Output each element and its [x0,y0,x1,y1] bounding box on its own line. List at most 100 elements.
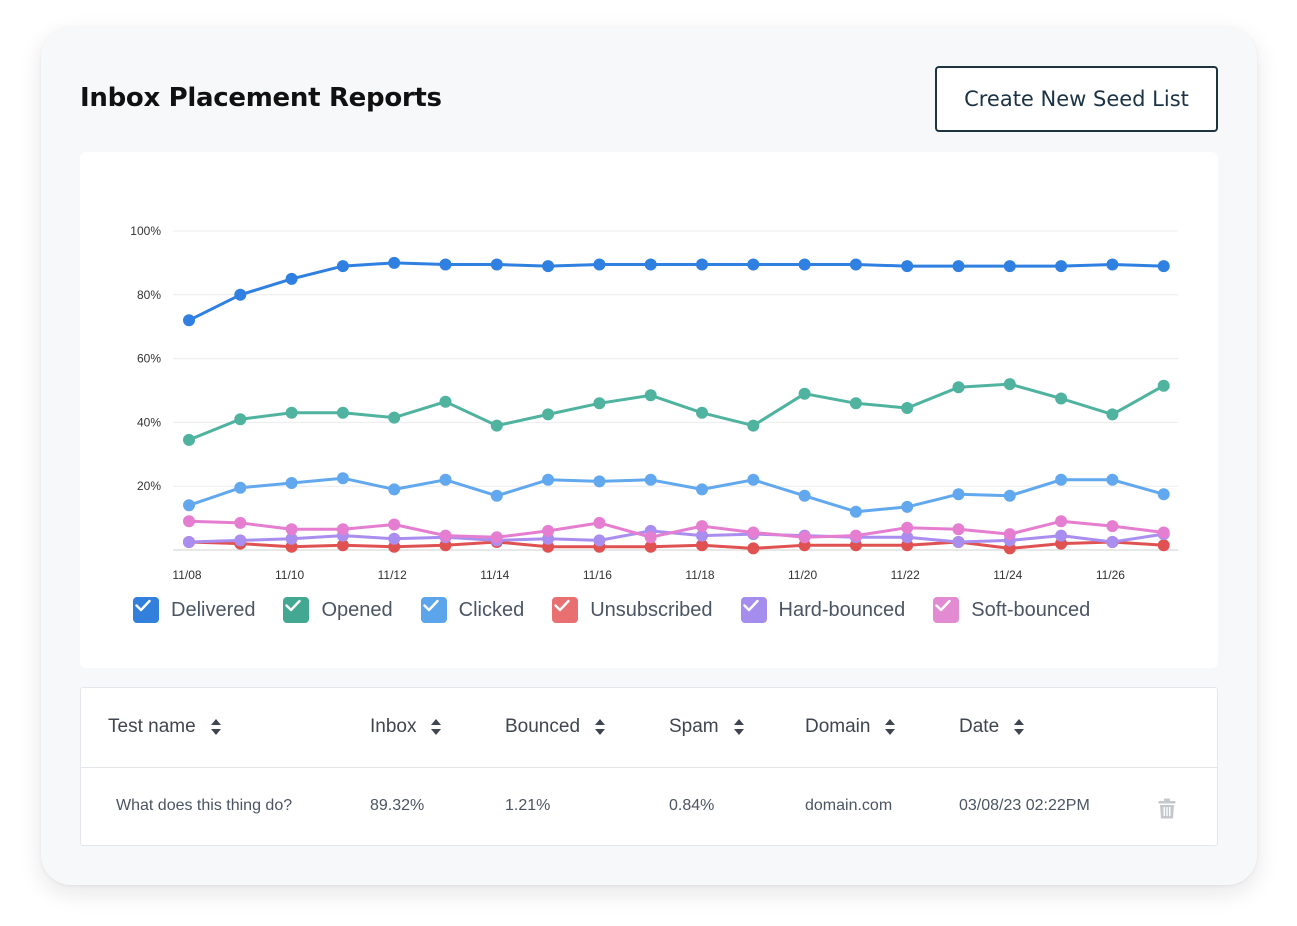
create-seed-list-button[interactable]: Create New Seed List [935,66,1218,132]
data-point [234,516,247,529]
data-point [183,433,195,446]
data-point [336,523,349,536]
sort-icon[interactable] [884,718,896,736]
data-point [542,473,555,486]
column-header-domain[interactable]: Domain [805,716,896,738]
legend-label: Hard-bounced [778,598,906,621]
data-point [696,258,708,271]
sort-icon[interactable] [210,718,222,736]
data-point [901,531,914,544]
legend-item-opened[interactable]: Opened [283,597,393,623]
legend-item-soft-bounced[interactable]: Soft-bounced [933,597,1090,623]
data-point [798,258,811,271]
data-point [1055,260,1068,273]
data-point [1106,536,1119,548]
column-header-test-name[interactable]: Test name [108,716,222,738]
data-point [952,260,965,273]
data-point [439,258,452,271]
x-tick-label: 11/20 [788,568,817,582]
data-point [747,473,760,486]
reports-table: Test name Inbox Bounced Spam Domain Date [80,687,1218,846]
data-point [336,472,349,485]
legend-item-delivered[interactable]: Delivered [133,597,255,623]
x-tick-label: 11/16 [583,568,612,582]
legend-label: Unsubscribed [590,598,713,621]
legend-item-clicked[interactable]: Clicked [420,597,524,623]
data-point [696,406,708,419]
column-header-bounced[interactable]: Bounced [505,716,606,738]
data-point [490,489,503,502]
table-header: Test name Inbox Bounced Spam Domain Date [81,688,1217,768]
y-tick-label: 80% [137,288,161,302]
table-row[interactable]: What does this thing do? 89.32% 1.21% 0.… [81,768,1217,846]
data-point [439,395,452,408]
data-point [747,258,760,271]
x-tick-label: 11/24 [993,568,1022,582]
data-point [696,520,708,533]
column-label: Bounced [505,716,581,737]
data-point [593,516,606,529]
data-point [798,531,811,544]
series-line-clicked [187,476,1166,514]
data-point [849,258,862,271]
data-point [644,389,657,402]
column-label: Inbox [370,716,417,737]
reports-card: Inbox Placement Reports Create New Seed … [41,27,1257,885]
checkbox-checked-icon[interactable] [133,597,159,623]
legend-label: Delivered [171,598,256,621]
sort-icon[interactable] [733,718,745,736]
checkbox-checked-icon[interactable] [283,597,310,623]
data-point [1106,520,1119,533]
data-point [849,505,862,518]
data-point [1157,488,1170,501]
data-point [183,536,195,548]
data-point [285,406,298,419]
data-point [747,526,760,539]
checkbox-checked-icon[interactable] [740,597,767,623]
data-point [285,523,298,536]
data-point [439,473,452,486]
page-title: Inbox Placement Reports [80,83,442,113]
data-point [542,408,555,421]
data-point [1157,379,1170,392]
data-point [593,534,606,547]
sort-icon[interactable] [430,718,442,736]
column-header-spam[interactable]: Spam [669,716,745,738]
data-point [644,473,657,486]
data-point [490,258,503,271]
data-point [798,387,811,400]
column-header-inbox[interactable]: Inbox [370,716,442,738]
series-line-opened [187,382,1166,442]
checkbox-checked-icon[interactable] [420,597,447,623]
column-label: Date [959,716,1000,737]
column-header-date[interactable]: Date [959,716,1025,738]
data-point [952,381,965,394]
legend-label: Opened [321,598,393,621]
x-tick-label: 11/14 [480,568,509,582]
sort-icon[interactable] [594,718,606,736]
data-point [901,402,914,414]
sort-icon[interactable] [1013,718,1025,736]
x-tick-label: 11/10 [275,568,304,582]
checkbox-checked-icon[interactable] [552,597,579,623]
series-line-delivered [187,261,1166,322]
data-point [285,532,298,545]
legend-item-hard-bounced[interactable]: Hard-bounced [740,597,906,623]
data-point [901,260,914,273]
data-point [901,500,914,513]
data-point [336,260,349,273]
cell-test-name: What does this thing do? [116,797,293,814]
data-point [1106,473,1119,486]
legend-item-unsubscribed[interactable]: Unsubscribed [552,597,713,623]
data-point [1157,539,1170,552]
data-point [542,260,555,273]
data-point [336,406,349,419]
trash-icon[interactable] [1158,798,1176,819]
data-point [1157,260,1170,273]
data-point [439,529,452,542]
checkbox-checked-icon[interactable] [933,597,960,623]
data-point [234,481,247,494]
data-point [593,475,606,488]
cell-domain: domain.com [805,797,893,814]
data-point [747,419,760,432]
